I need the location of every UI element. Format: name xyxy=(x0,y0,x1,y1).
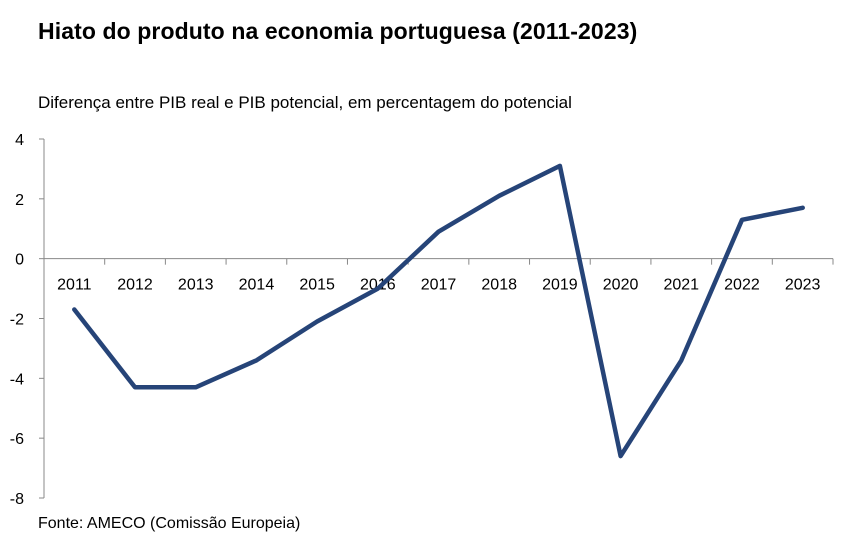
y-tick-label: 2 xyxy=(15,192,24,209)
x-tick-label: 2013 xyxy=(178,277,214,294)
chart-subtitle: Diferença entre PIB real e PIB potencial… xyxy=(38,93,572,112)
y-tick-label: -2 xyxy=(10,312,24,329)
y-tick-label: -8 xyxy=(10,491,24,508)
x-tick-label: 2019 xyxy=(542,277,578,294)
x-tick-label: 2020 xyxy=(603,277,639,294)
axes xyxy=(43,139,833,498)
y-tick-label: -4 xyxy=(10,371,24,388)
y-axis-ticks: 4 2 0 -2 -4 -6 -8 xyxy=(10,132,44,508)
x-tick-label: 2014 xyxy=(239,277,275,294)
x-tick-label: 2023 xyxy=(785,277,821,294)
chart-title: Hiato do produto na economia portuguesa … xyxy=(38,18,638,44)
x-tick-label: 2012 xyxy=(117,277,153,294)
y-tick-label: 0 xyxy=(15,252,24,269)
series-layer xyxy=(72,163,805,459)
x-tick-label: 2018 xyxy=(481,277,517,294)
x-tick-label: 2011 xyxy=(57,277,92,294)
y-tick-label: 4 xyxy=(15,132,24,149)
x-axis-ticks: 2011 2012 2013 2014 2015 2016 2017 2018 2019 2020… xyxy=(43,258,834,294)
source-note: Fonte: AMECO (Comissão Europeia) xyxy=(38,515,301,532)
x-tick-label: 2021 xyxy=(663,277,699,294)
y-tick-label: -6 xyxy=(10,431,24,448)
x-tick-label: 2015 xyxy=(299,277,335,294)
x-tick-label: 2017 xyxy=(421,277,457,294)
x-tick-label: 2022 xyxy=(724,277,760,294)
series-line xyxy=(72,163,805,459)
